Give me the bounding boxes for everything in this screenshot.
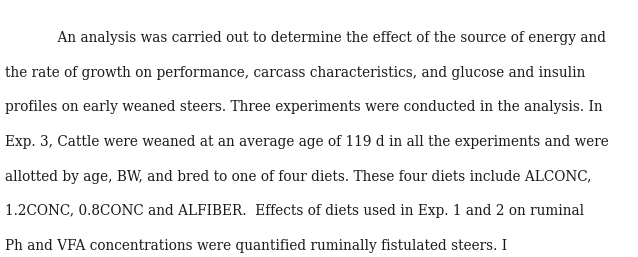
Text: 1.2CONC, 0.8CONC and ALFIBER.  Effects of diets used in Exp. 1 and 2 on ruminal: 1.2CONC, 0.8CONC and ALFIBER. Effects of… <box>5 204 584 218</box>
Text: profiles on early weaned steers. Three experiments were conducted in the analysi: profiles on early weaned steers. Three e… <box>5 100 603 114</box>
Text: Exp. 3, Cattle were weaned at an average age of 119 d in all the experiments and: Exp. 3, Cattle were weaned at an average… <box>5 135 609 149</box>
Text: Ph and VFA concentrations were quantified ruminally fistulated steers. I: Ph and VFA concentrations were quantifie… <box>5 239 507 253</box>
Text: allotted by age, BW, and bred to one of four diets. These four diets include ALC: allotted by age, BW, and bred to one of … <box>5 170 591 183</box>
Text: the rate of growth on performance, carcass characteristics, and glucose and insu: the rate of growth on performance, carca… <box>5 66 586 79</box>
Text: An analysis was carried out to determine the effect of the source of energy and: An analysis was carried out to determine… <box>5 31 606 45</box>
